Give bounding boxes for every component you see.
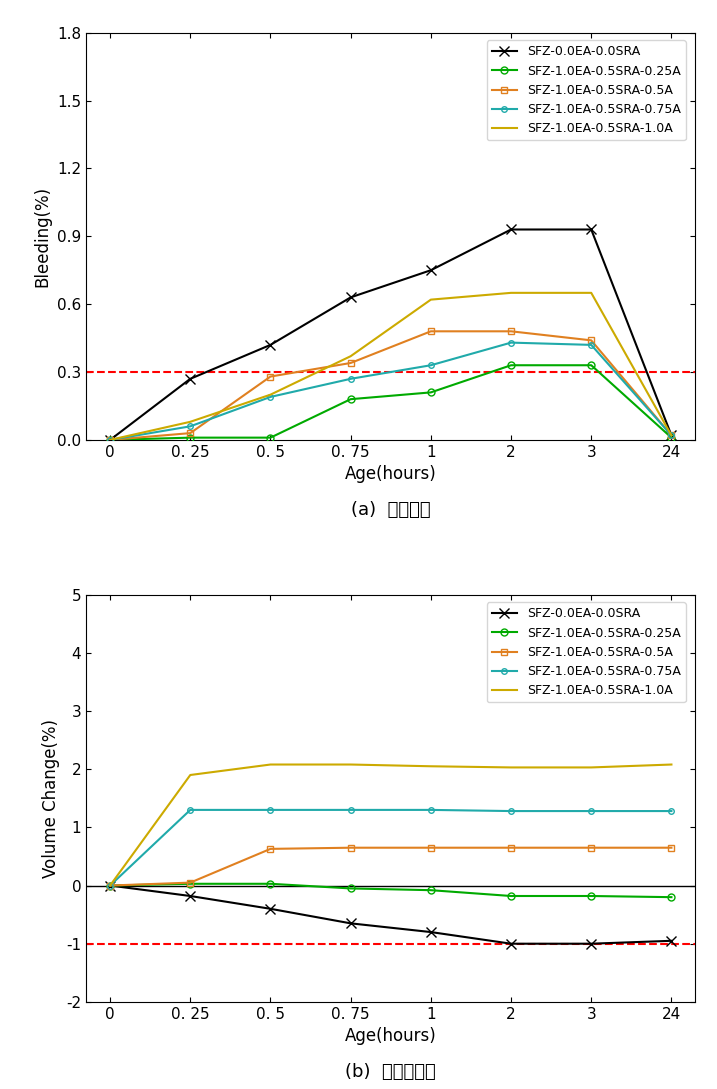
SFZ-0.0EA-0.0SRA xyxy=(427,926,435,939)
SFZ-1.0EA-0.5SRA-0.5A xyxy=(106,433,115,446)
SFZ-0.0EA-0.0SRA xyxy=(507,223,516,236)
SFZ-1.0EA-0.5SRA-0.75A xyxy=(186,419,194,432)
SFZ-0.0EA-0.0SRA xyxy=(266,339,275,352)
Line: SFZ-1.0EA-0.5SRA-1.0A: SFZ-1.0EA-0.5SRA-1.0A xyxy=(110,293,671,440)
SFZ-1.0EA-0.5SRA-0.5A xyxy=(266,370,275,383)
SFZ-1.0EA-0.5SRA-1.0A xyxy=(266,388,275,401)
SFZ-1.0EA-0.5SRA-1.0A xyxy=(507,761,516,774)
Legend: SFZ-0.0EA-0.0SRA, SFZ-1.0EA-0.5SRA-0.25A, SFZ-1.0EA-0.5SRA-0.5A, SFZ-1.0EA-0.5SR: SFZ-0.0EA-0.0SRA, SFZ-1.0EA-0.5SRA-0.25A… xyxy=(487,602,685,702)
SFZ-1.0EA-0.5SRA-0.25A xyxy=(346,393,355,406)
SFZ-1.0EA-0.5SRA-0.25A xyxy=(106,879,115,892)
SFZ-1.0EA-0.5SRA-0.25A xyxy=(106,433,115,446)
SFZ-1.0EA-0.5SRA-0.5A xyxy=(427,325,435,338)
SFZ-1.0EA-0.5SRA-0.25A xyxy=(266,878,275,891)
SFZ-1.0EA-0.5SRA-0.75A xyxy=(106,879,115,892)
SFZ-1.0EA-0.5SRA-1.0A xyxy=(346,758,355,771)
SFZ-0.0EA-0.0SRA xyxy=(587,938,596,951)
Line: SFZ-1.0EA-0.5SRA-0.25A: SFZ-1.0EA-0.5SRA-0.25A xyxy=(107,362,675,443)
SFZ-1.0EA-0.5SRA-0.25A xyxy=(587,890,596,903)
SFZ-1.0EA-0.5SRA-0.25A xyxy=(667,431,675,444)
SFZ-1.0EA-0.5SRA-0.25A xyxy=(427,883,435,896)
SFZ-1.0EA-0.5SRA-0.25A xyxy=(266,431,275,444)
SFZ-0.0EA-0.0SRA xyxy=(106,879,115,892)
X-axis label: Age(hours): Age(hours) xyxy=(345,465,437,484)
SFZ-1.0EA-0.5SRA-0.75A xyxy=(507,805,516,818)
SFZ-0.0EA-0.0SRA xyxy=(587,223,596,236)
SFZ-1.0EA-0.5SRA-0.5A xyxy=(587,334,596,347)
SFZ-1.0EA-0.5SRA-1.0A xyxy=(266,758,275,771)
Text: (b)  체적변화량: (b) 체적변화량 xyxy=(346,1063,436,1081)
SFZ-1.0EA-0.5SRA-1.0A xyxy=(667,429,675,442)
SFZ-1.0EA-0.5SRA-0.75A xyxy=(427,358,435,371)
SFZ-0.0EA-0.0SRA xyxy=(667,429,675,442)
Line: SFZ-1.0EA-0.5SRA-1.0A: SFZ-1.0EA-0.5SRA-1.0A xyxy=(110,764,671,885)
SFZ-1.0EA-0.5SRA-0.5A xyxy=(266,843,275,856)
SFZ-1.0EA-0.5SRA-0.25A xyxy=(346,882,355,895)
SFZ-1.0EA-0.5SRA-1.0A xyxy=(106,433,115,446)
Line: SFZ-1.0EA-0.5SRA-0.5A: SFZ-1.0EA-0.5SRA-0.5A xyxy=(107,328,675,443)
SFZ-1.0EA-0.5SRA-0.75A xyxy=(507,337,516,350)
SFZ-1.0EA-0.5SRA-1.0A xyxy=(667,758,675,771)
SFZ-1.0EA-0.5SRA-0.25A xyxy=(186,878,194,891)
Line: SFZ-0.0EA-0.0SRA: SFZ-0.0EA-0.0SRA xyxy=(105,881,676,949)
SFZ-1.0EA-0.5SRA-0.75A xyxy=(427,804,435,817)
SFZ-1.0EA-0.5SRA-0.5A xyxy=(346,356,355,369)
Line: SFZ-1.0EA-0.5SRA-0.5A: SFZ-1.0EA-0.5SRA-0.5A xyxy=(107,844,675,889)
SFZ-0.0EA-0.0SRA xyxy=(427,264,435,277)
SFZ-1.0EA-0.5SRA-0.5A xyxy=(587,841,596,854)
SFZ-1.0EA-0.5SRA-1.0A xyxy=(427,293,435,306)
SFZ-1.0EA-0.5SRA-1.0A xyxy=(186,415,194,428)
SFZ-1.0EA-0.5SRA-0.5A xyxy=(667,429,675,442)
SFZ-1.0EA-0.5SRA-0.5A xyxy=(106,879,115,892)
SFZ-1.0EA-0.5SRA-0.75A xyxy=(186,804,194,817)
SFZ-1.0EA-0.5SRA-0.75A xyxy=(346,372,355,386)
SFZ-1.0EA-0.5SRA-0.75A xyxy=(667,429,675,442)
SFZ-1.0EA-0.5SRA-1.0A xyxy=(587,761,596,774)
SFZ-0.0EA-0.0SRA xyxy=(106,433,115,446)
SFZ-1.0EA-0.5SRA-0.25A xyxy=(186,431,194,444)
SFZ-1.0EA-0.5SRA-0.25A xyxy=(587,358,596,371)
SFZ-1.0EA-0.5SRA-0.5A xyxy=(667,841,675,854)
SFZ-1.0EA-0.5SRA-0.75A xyxy=(346,804,355,817)
SFZ-0.0EA-0.0SRA xyxy=(266,903,275,916)
SFZ-1.0EA-0.5SRA-1.0A xyxy=(427,760,435,773)
SFZ-1.0EA-0.5SRA-0.75A xyxy=(667,805,675,818)
SFZ-1.0EA-0.5SRA-0.5A xyxy=(346,841,355,854)
Line: SFZ-1.0EA-0.5SRA-0.25A: SFZ-1.0EA-0.5SRA-0.25A xyxy=(107,880,675,901)
Y-axis label: Volume Change(%): Volume Change(%) xyxy=(42,719,60,878)
SFZ-1.0EA-0.5SRA-1.0A xyxy=(106,879,115,892)
SFZ-1.0EA-0.5SRA-0.25A xyxy=(427,386,435,399)
SFZ-1.0EA-0.5SRA-1.0A xyxy=(186,769,194,782)
SFZ-1.0EA-0.5SRA-1.0A xyxy=(346,350,355,363)
X-axis label: Age(hours): Age(hours) xyxy=(345,1027,437,1045)
SFZ-0.0EA-0.0SRA xyxy=(186,372,194,386)
SFZ-1.0EA-0.5SRA-0.75A xyxy=(106,433,115,446)
SFZ-0.0EA-0.0SRA xyxy=(346,291,355,304)
SFZ-0.0EA-0.0SRA xyxy=(346,917,355,930)
Line: SFZ-1.0EA-0.5SRA-0.75A: SFZ-1.0EA-0.5SRA-0.75A xyxy=(108,340,674,443)
SFZ-1.0EA-0.5SRA-1.0A xyxy=(507,286,516,299)
SFZ-1.0EA-0.5SRA-0.25A xyxy=(507,890,516,903)
SFZ-1.0EA-0.5SRA-0.75A xyxy=(587,339,596,352)
Line: SFZ-0.0EA-0.0SRA: SFZ-0.0EA-0.0SRA xyxy=(105,224,676,444)
SFZ-1.0EA-0.5SRA-0.75A xyxy=(266,804,275,817)
SFZ-1.0EA-0.5SRA-0.25A xyxy=(507,358,516,371)
SFZ-1.0EA-0.5SRA-0.75A xyxy=(587,805,596,818)
SFZ-1.0EA-0.5SRA-0.25A xyxy=(667,891,675,904)
SFZ-0.0EA-0.0SRA xyxy=(667,934,675,947)
SFZ-1.0EA-0.5SRA-0.5A xyxy=(507,841,516,854)
Line: SFZ-1.0EA-0.5SRA-0.75A: SFZ-1.0EA-0.5SRA-0.75A xyxy=(108,807,674,889)
Legend: SFZ-0.0EA-0.0SRA, SFZ-1.0EA-0.5SRA-0.25A, SFZ-1.0EA-0.5SRA-0.5A, SFZ-1.0EA-0.5SR: SFZ-0.0EA-0.0SRA, SFZ-1.0EA-0.5SRA-0.25A… xyxy=(487,40,685,140)
SFZ-0.0EA-0.0SRA xyxy=(507,938,516,951)
SFZ-1.0EA-0.5SRA-0.5A xyxy=(427,841,435,854)
Y-axis label: Bleeding(%): Bleeding(%) xyxy=(34,186,52,286)
Text: (a)  바리딩량: (a) 바리딩량 xyxy=(351,501,431,519)
SFZ-1.0EA-0.5SRA-0.5A xyxy=(186,427,194,440)
SFZ-1.0EA-0.5SRA-0.75A xyxy=(266,390,275,403)
SFZ-0.0EA-0.0SRA xyxy=(186,890,194,903)
SFZ-1.0EA-0.5SRA-1.0A xyxy=(587,286,596,299)
SFZ-1.0EA-0.5SRA-0.5A xyxy=(186,876,194,889)
SFZ-1.0EA-0.5SRA-0.5A xyxy=(507,325,516,338)
